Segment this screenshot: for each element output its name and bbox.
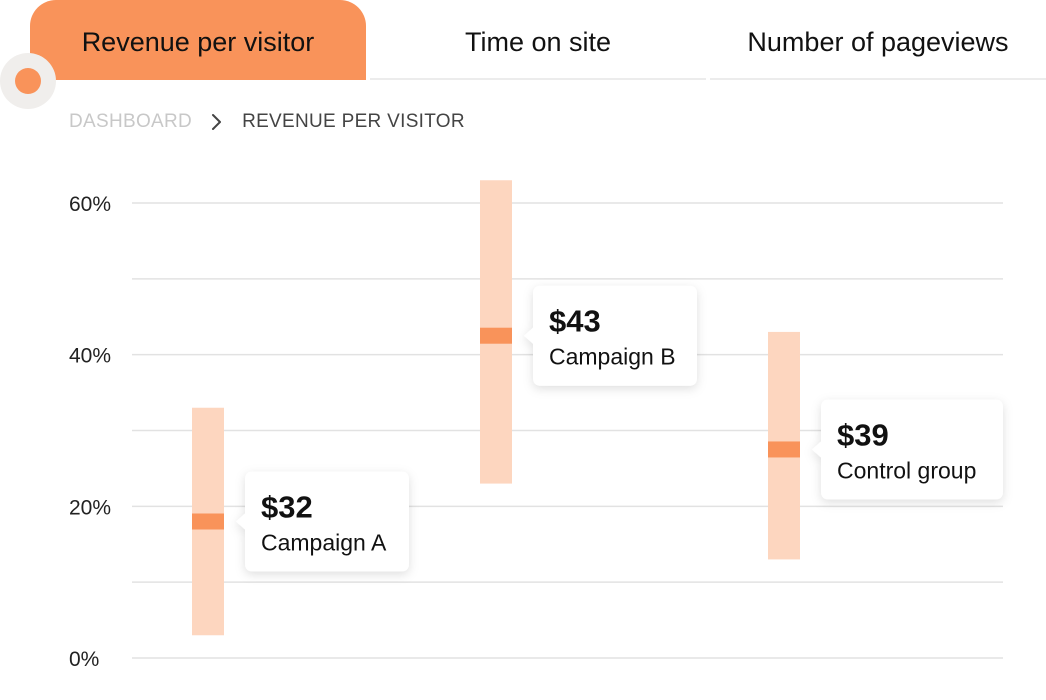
tooltip-box (236, 471, 409, 572)
median-marker (768, 441, 800, 458)
tooltip-series-name: Campaign A (261, 530, 387, 556)
y-tick-label: 40% (69, 345, 111, 368)
median-marker (192, 513, 224, 530)
tooltip-series-name: Control group (837, 457, 976, 483)
tooltip: $39 Control group (812, 399, 1003, 500)
tooltip-value: $32 (261, 490, 313, 525)
tab-time-on-site[interactable]: Time on site (370, 0, 706, 80)
breadcrumb-dashboard[interactable]: DASHBOARD (69, 111, 193, 132)
tooltip-series-name: Campaign B (549, 344, 676, 370)
tab-revenue-per-visitor[interactable]: Revenue per visitor (30, 0, 366, 80)
y-tick-label: 20% (69, 496, 111, 519)
chevron-right-icon (212, 114, 222, 130)
tab-number-of-pageviews[interactable]: Number of pageviews (710, 0, 1046, 80)
tooltip-value: $43 (549, 304, 601, 339)
y-tick-label: 60% (69, 193, 111, 216)
breadcrumb: DASHBOARD REVENUE PER VISITOR (69, 110, 465, 134)
tab-bar: Revenue per visitor Time on site Number … (0, 0, 1046, 80)
tooltip-box (524, 285, 697, 386)
median-marker (480, 327, 512, 344)
tooltip-value: $39 (837, 417, 889, 452)
breadcrumb-current: REVENUE PER VISITOR (242, 111, 465, 132)
tooltip-box (812, 399, 1003, 500)
status-dot (15, 68, 41, 94)
y-tick-label: 0% (69, 648, 99, 671)
tooltip: $43 Campaign B (524, 285, 697, 386)
tooltip: $32 Campaign A (236, 471, 409, 572)
status-indicator (0, 53, 56, 109)
